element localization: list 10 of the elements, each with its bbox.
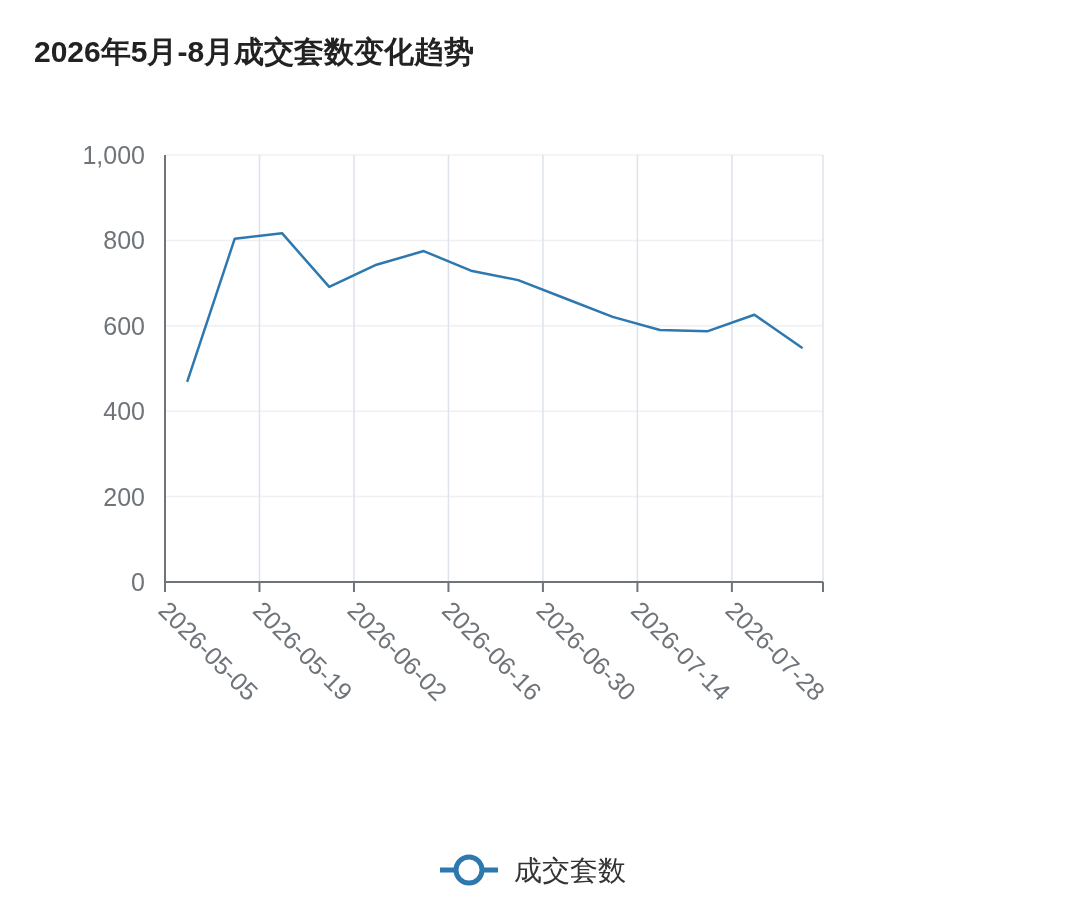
legend-item: 成交套数 [440, 854, 626, 886]
line-series [186, 231, 803, 383]
y-tick-label: 200 [103, 482, 145, 511]
y-tick-label: 400 [103, 397, 145, 426]
y-tick-label: 0 [131, 568, 145, 596]
y-tick-label: 800 [103, 226, 145, 255]
y-tick-label: 1,000 [82, 141, 145, 169]
legend-label: 成交套数 [514, 855, 626, 886]
chart-title: 2026年5月-8月成交套数变化趋势 [34, 35, 475, 68]
y-tick-label: 600 [103, 311, 145, 340]
